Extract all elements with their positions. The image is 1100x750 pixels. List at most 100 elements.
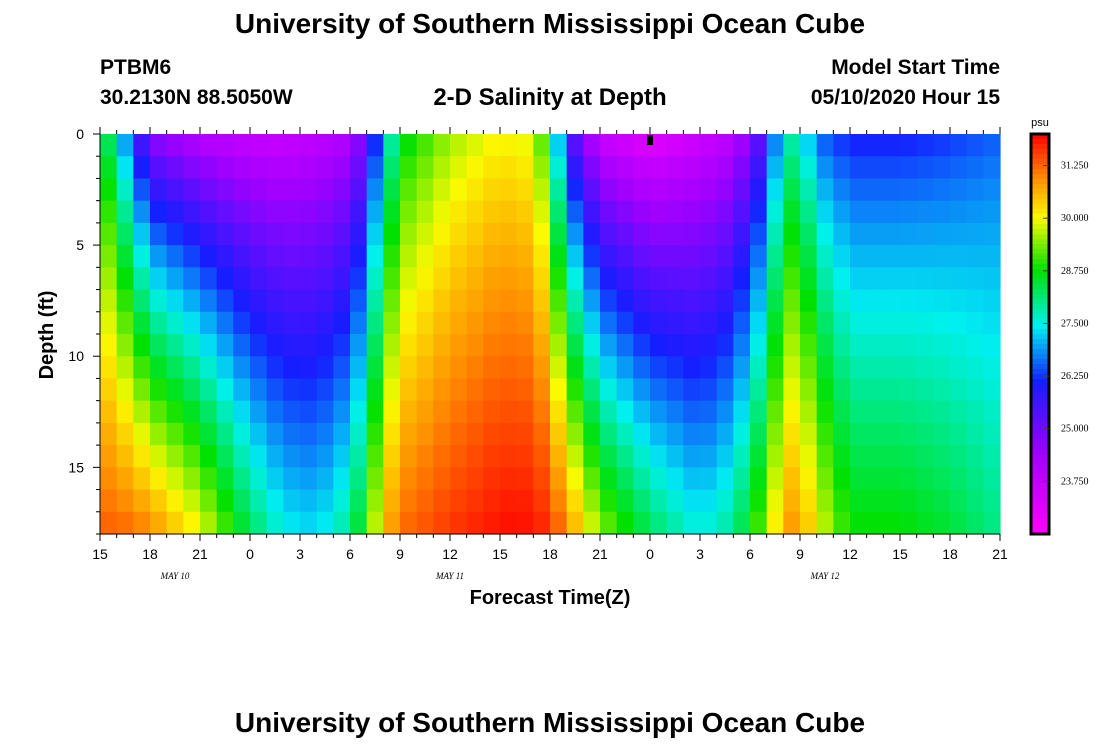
heatmap-cell [333, 311, 351, 335]
heatmap-cell [650, 445, 668, 468]
heatmap-cell [783, 445, 801, 468]
heatmap-cell [600, 378, 618, 402]
heatmap-cell [200, 334, 218, 357]
heatmap-cell [533, 378, 551, 402]
heatmap-cell [800, 245, 818, 268]
heatmap-cell [166, 178, 184, 202]
heatmap-cell [150, 334, 168, 357]
heatmap-cell [500, 156, 518, 180]
heatmap-cell [250, 445, 268, 468]
heatmap-cell [216, 467, 234, 491]
heatmap-cell [366, 156, 384, 180]
heatmap-cell [783, 511, 801, 535]
heatmap-cell [316, 422, 334, 446]
heatmap-cell [850, 356, 868, 380]
heatmap-cell [550, 245, 568, 268]
heatmap-cell [516, 511, 534, 535]
x-tick-label: 15 [92, 546, 108, 562]
heatmap-cell [716, 222, 734, 246]
heatmap-cell [400, 222, 418, 246]
colorbar-segment [1031, 334, 1049, 340]
colorbar-segment [1031, 174, 1049, 180]
heatmap-cell [516, 422, 534, 446]
heatmap-cell [900, 334, 918, 357]
heatmap-cell [733, 134, 751, 157]
heatmap-cell [216, 378, 234, 402]
heatmap-cell [200, 356, 218, 380]
heatmap-cell [116, 178, 134, 202]
heatmap-cell [500, 489, 518, 513]
heatmap-cell [200, 378, 218, 402]
page-title: University of Southern Mississippi Ocean… [234, 8, 866, 39]
heatmap-cell [483, 200, 501, 224]
heatmap-cell [266, 489, 284, 513]
colorbar-segment [1031, 229, 1049, 235]
heatmap-cell [850, 245, 868, 268]
heatmap-cell [833, 311, 851, 335]
heatmap-cell [983, 489, 1001, 513]
colorbar-segment [1031, 304, 1049, 310]
heatmap-cell [950, 489, 968, 513]
heatmap-cell [200, 467, 218, 491]
heatmap-cell [583, 311, 601, 335]
heatmap-cell [966, 178, 984, 202]
heatmap-cell [866, 134, 884, 157]
heatmap-cell [350, 511, 368, 535]
heatmap-cell [233, 467, 251, 491]
heatmap-cell [833, 267, 851, 291]
colorbar-segment [1031, 484, 1049, 490]
heatmap-cell [400, 267, 418, 291]
heatmap-cell [783, 222, 801, 246]
heatmap-cell [983, 245, 1001, 268]
heatmap-cell [233, 311, 251, 335]
heatmap-cell [250, 311, 268, 335]
heatmap-cell [316, 245, 334, 268]
heatmap-cell [966, 267, 984, 291]
heatmap-cell [500, 311, 518, 335]
heatmap-cell [883, 289, 901, 313]
heatmap-cell [133, 467, 151, 491]
heatmap-cell [233, 445, 251, 468]
heatmap-cell [633, 445, 651, 468]
heatmap-cell [316, 356, 334, 380]
heatmap-cell [500, 400, 518, 424]
heatmap-cell [700, 289, 718, 313]
heatmap-cell [366, 445, 384, 468]
heatmap-cell [566, 511, 584, 535]
heatmap-cell [800, 289, 818, 313]
heatmap-cell [400, 489, 418, 513]
heatmap-cell [300, 378, 318, 402]
colorbar-label: 23.750 [1061, 476, 1089, 487]
heatmap-cell [183, 378, 201, 402]
heatmap-cell [416, 400, 434, 424]
heatmap-cell [433, 311, 451, 335]
heatmap-cell [883, 134, 901, 157]
heatmap-cell [700, 334, 718, 357]
heatmap-cell [550, 378, 568, 402]
heatmap-cell [366, 334, 384, 357]
heatmap-cell [566, 422, 584, 446]
heatmap-cell [250, 422, 268, 446]
heatmap-cell [250, 467, 268, 491]
heatmap-cell [200, 511, 218, 535]
heatmap-cell [900, 489, 918, 513]
heatmap-cell [733, 267, 751, 291]
heatmap-cell [650, 311, 668, 335]
heatmap-cell [433, 289, 451, 313]
heatmap-cell [816, 178, 834, 202]
heatmap-cell [483, 489, 501, 513]
heatmap-cell [533, 489, 551, 513]
heatmap-cell [683, 156, 701, 180]
heatmap-cell [733, 445, 751, 468]
heatmap-cell [883, 267, 901, 291]
heatmap-cell [300, 511, 318, 535]
x-tick-label: 9 [796, 546, 804, 562]
heatmap-cell [483, 156, 501, 180]
heatmap-cell [866, 222, 884, 246]
x-tick-label: 15 [492, 546, 508, 562]
heatmap-cell [166, 489, 184, 513]
heatmap-cell [116, 334, 134, 357]
heatmap-cell [633, 378, 651, 402]
heatmap-cell [650, 245, 668, 268]
